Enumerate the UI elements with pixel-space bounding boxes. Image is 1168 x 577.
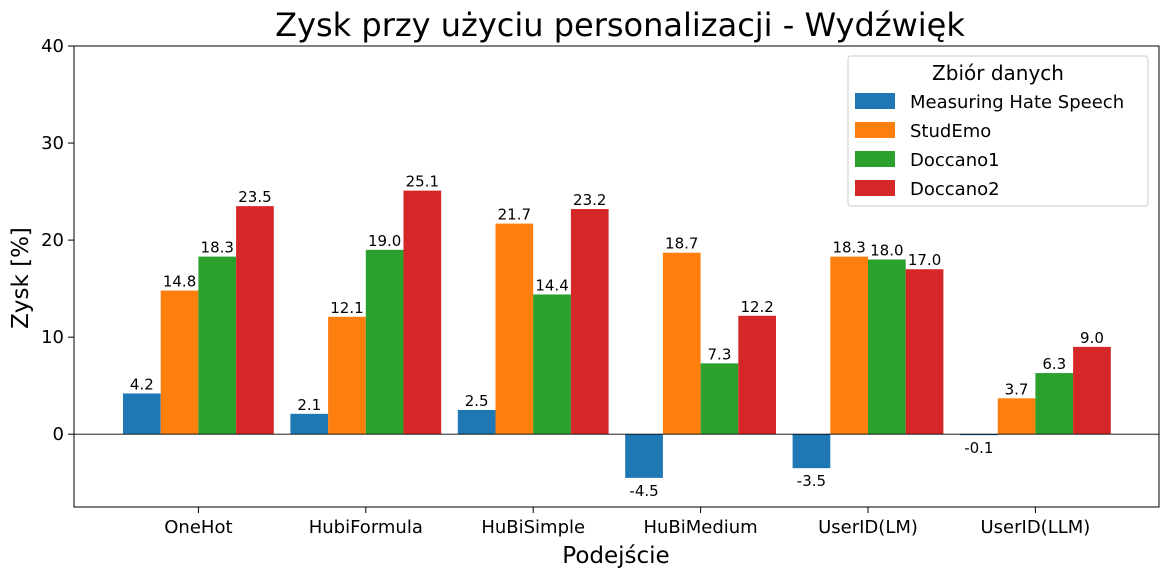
y-tick-label: 30 (41, 133, 64, 154)
bar (236, 206, 274, 435)
bar-data-label: -4.5 (629, 482, 658, 500)
bar-data-label: 12.1 (330, 299, 363, 317)
bar (868, 259, 906, 435)
bar (457, 409, 496, 435)
bar-data-label: 12.2 (740, 298, 773, 316)
bar (403, 190, 442, 435)
bar-data-label: 23.5 (238, 188, 271, 206)
y-tick-label: 20 (41, 230, 64, 251)
legend-swatch (855, 93, 895, 109)
bar (1073, 346, 1111, 435)
legend-box (847, 55, 1149, 207)
x-tick-label: OneHot (164, 517, 232, 538)
bar-data-label: 23.2 (573, 191, 606, 209)
y-tick-label: 0 (53, 424, 64, 445)
bar-data-label: 19.0 (368, 232, 401, 250)
bar (365, 249, 404, 435)
bar (830, 256, 868, 435)
bar (700, 363, 739, 435)
x-tick-label: HuBiMedium (643, 517, 757, 538)
legend-entry-label: StudEmo (910, 121, 991, 142)
bar (328, 316, 366, 435)
bar (625, 434, 663, 478)
bar (198, 256, 237, 435)
bar-data-label: -3.5 (797, 472, 826, 490)
x-tick-label: HuBiSimple (481, 517, 585, 538)
plot-area: 0 10 20 30 40 4.2 14.8 18.3 23.5 OneHot 2.1 12.1 19.… (41, 36, 1160, 538)
bar (1035, 373, 1074, 435)
bar-data-label: 2.1 (297, 396, 321, 414)
legend-title: Zbiór danych (932, 61, 1064, 85)
legend: Zbiór danych Measuring Hate Speech StudEm… (847, 55, 1149, 207)
bar-data-label: 18.0 (870, 242, 903, 260)
bar-data-label: 7.3 (708, 345, 732, 363)
bar (160, 290, 199, 435)
bar (960, 434, 998, 436)
bar-data-label: 14.4 (535, 276, 568, 294)
bar (495, 223, 534, 435)
legend-entry-label: Doccano2 (910, 179, 1000, 200)
legend-swatch (855, 122, 895, 138)
legend-entry-label: Measuring Hate Speech (910, 92, 1124, 113)
chart-title: Zysk przy użyciu personalizacji - Wydźwi… (275, 6, 965, 44)
bar-data-label: 3.7 (1005, 380, 1029, 398)
bar-data-label: 17.0 (908, 251, 941, 269)
legend-swatch (855, 180, 895, 196)
y-tick-label: 10 (41, 327, 64, 348)
bar-data-label: 18.3 (832, 239, 865, 257)
x-tick-label: UserID(LLM) (980, 517, 1090, 538)
bar (662, 252, 701, 435)
y-axis-title: Zysk [%] (8, 227, 34, 329)
bar (997, 398, 1036, 435)
bar-data-label: 6.3 (1042, 355, 1066, 373)
bar-data-label: 4.2 (130, 375, 154, 393)
legend-entry-label: Doccano1 (910, 150, 1000, 171)
bar (123, 393, 161, 435)
x-axis-title: Podejście (562, 543, 669, 569)
bar-data-label: 18.7 (665, 235, 698, 253)
bar-data-label: -0.1 (964, 439, 993, 457)
bar (738, 315, 776, 435)
bar (905, 269, 944, 435)
bar (792, 434, 831, 469)
bar-data-label: 21.7 (498, 206, 531, 224)
legend-swatch (855, 151, 895, 167)
bar (290, 413, 329, 435)
bar-data-label: 18.3 (201, 239, 234, 257)
y-tick-label: 40 (41, 36, 64, 57)
bar (570, 209, 609, 435)
bar-data-label: 2.5 (465, 392, 489, 410)
bar-data-label: 25.1 (406, 173, 439, 191)
bar-data-label: 14.8 (163, 273, 196, 291)
x-tick-label: UserID(LM) (818, 517, 918, 538)
plot-frame (73, 45, 1160, 508)
x-tick-label: HubiFormula (309, 517, 423, 538)
bar (533, 294, 571, 435)
bar-data-label: 9.0 (1080, 329, 1104, 347)
